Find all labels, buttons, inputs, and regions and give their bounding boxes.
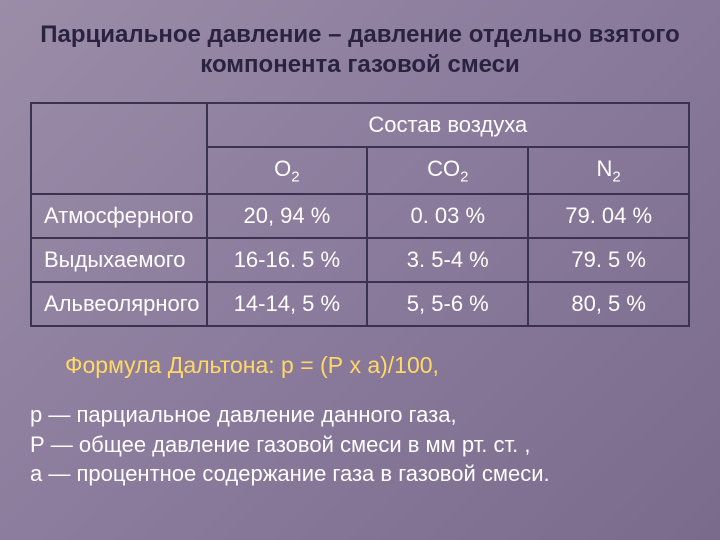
legend-line: р — парциальное давление данного газа, [30, 400, 550, 430]
row-label: Альвеолярного [31, 282, 207, 326]
col-o2: O2 [207, 147, 368, 194]
cell: 0. 03 % [367, 194, 528, 238]
table-row: Альвеолярного 14-14, 5 % 5, 5-6 % 80, 5 … [31, 282, 689, 326]
cell: 20, 94 % [207, 194, 368, 238]
legend-block: р — парциальное давление данного газа, Р… [30, 400, 550, 489]
col-n2: N2 [528, 147, 689, 194]
formula-text: Формула Дальтона: р = (Р х а)/100, [65, 352, 439, 379]
composition-table: Состав воздуха O2 CO2 N2 Атмосферного 20… [30, 102, 690, 327]
cell: 14-14, 5 % [207, 282, 368, 326]
cell: 79. 5 % [528, 238, 689, 282]
legend-line: а — процентное содержание газа в газовой… [30, 459, 550, 489]
table-row: Выдыхаемого 16-16. 5 % 3. 5-4 % 79. 5 % [31, 238, 689, 282]
row-label: Атмосферного [31, 194, 207, 238]
cell: 5, 5-6 % [367, 282, 528, 326]
empty-corner [31, 103, 207, 194]
col-co2: CO2 [367, 147, 528, 194]
row-label: Выдыхаемого [31, 238, 207, 282]
page-title: Парциальное давление – давление отдельно… [30, 20, 690, 80]
cell: 79. 04 % [528, 194, 689, 238]
cell: 16-16. 5 % [207, 238, 368, 282]
table-header-top: Состав воздуха [207, 103, 689, 147]
cell: 3. 5-4 % [367, 238, 528, 282]
cell: 80, 5 % [528, 282, 689, 326]
table-row: Атмосферного 20, 94 % 0. 03 % 79. 04 % [31, 194, 689, 238]
legend-line: Р — общее давление газовой смеси в мм рт… [30, 430, 550, 460]
